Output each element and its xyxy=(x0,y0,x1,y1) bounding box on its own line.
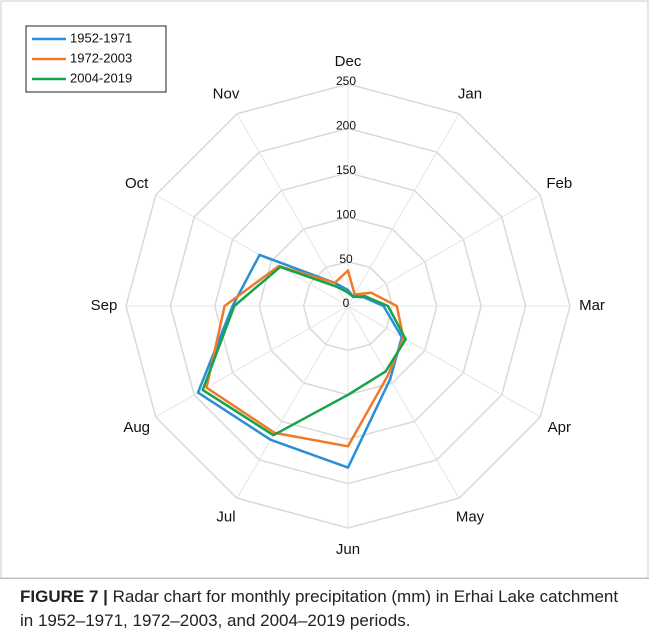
legend-label: 1952-1971 xyxy=(70,30,132,45)
spoke xyxy=(155,194,349,307)
caption-label: FIGURE 7 | xyxy=(20,587,108,606)
caption: FIGURE 7 | Radar chart for monthly preci… xyxy=(0,578,649,639)
r-tick-label: 150 xyxy=(336,163,356,177)
spoke xyxy=(236,305,349,499)
r-tick-label: 100 xyxy=(336,207,356,221)
legend-label: 2004-2019 xyxy=(70,70,132,85)
category-label: Mar xyxy=(579,297,605,314)
series-line xyxy=(201,265,407,437)
r-tick-label: 200 xyxy=(336,119,356,133)
legend-label: 1972-2003 xyxy=(70,50,132,65)
chart: Dec Jan Feb Mar Apr May Jun Jul Aug Sep Oct Nov 0 50 1… xyxy=(0,0,649,579)
spoke xyxy=(347,305,460,499)
series-line xyxy=(196,253,404,469)
category-label: Sep xyxy=(91,297,118,314)
category-label: Jan xyxy=(458,86,482,103)
category-label: Jul xyxy=(216,508,235,525)
r-tick-label: 50 xyxy=(339,252,353,266)
r-tick-label: 0 xyxy=(343,296,350,310)
spoke xyxy=(347,305,541,418)
spoke xyxy=(347,113,460,307)
r-tick-label: 250 xyxy=(336,74,356,88)
category-label: Oct xyxy=(125,175,149,192)
legend: 1952-1971 1972-2003 2004-2019 xyxy=(25,25,167,93)
category-label: Jun xyxy=(336,541,360,558)
category-label: Feb xyxy=(546,175,572,192)
caption-text: Radar chart for monthly precipitation (m… xyxy=(20,587,619,630)
spoke xyxy=(347,194,541,307)
series-line xyxy=(205,264,405,448)
category-label: May xyxy=(456,508,485,525)
category-label: Dec xyxy=(335,53,362,70)
category-label: Aug xyxy=(123,419,150,436)
spoke xyxy=(155,305,349,418)
spoke xyxy=(236,113,349,307)
category-label: Nov xyxy=(213,86,240,103)
category-label: Apr xyxy=(548,419,571,436)
